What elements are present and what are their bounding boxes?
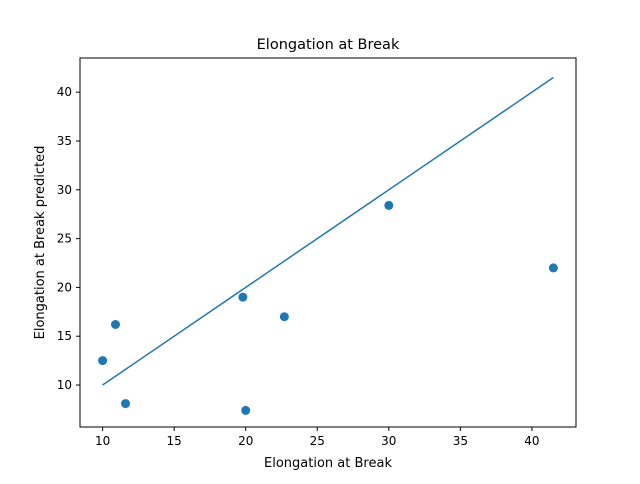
y-tick-label: 10: [57, 378, 72, 392]
scatter-point-7: [384, 200, 394, 210]
y-tick-label: 35: [57, 134, 72, 148]
x-axis-label: Elongation at Break: [264, 456, 392, 471]
y-axis-label: Elongation at Break predicted: [33, 146, 48, 340]
chart-title: Elongation at Break: [257, 37, 400, 53]
x-axis-ticks: 10 15 20 25 30 35 40: [95, 427, 540, 448]
x-tick-label: 15: [167, 434, 182, 448]
x-tick-label: 30: [381, 434, 396, 448]
y-tick-label: 30: [57, 183, 72, 197]
scatter-point-1: [98, 356, 108, 366]
y-axis-ticks: 10 15 20 25 30 35 40: [57, 85, 80, 392]
scatter-point-2: [110, 320, 120, 329]
x-tick-label: 35: [453, 434, 468, 448]
axes-frame: [79, 57, 577, 428]
scatter-point-4: [238, 292, 248, 302]
scatter-point-5: [241, 405, 251, 415]
fit-line: [102, 76, 554, 386]
y-tick-label: 20: [57, 280, 72, 294]
x-tick-label: 25: [310, 434, 325, 448]
y-tick-label: 40: [57, 85, 72, 99]
x-tick-label: 40: [524, 434, 539, 448]
y-tick-label: 15: [57, 329, 72, 343]
scatter-point-8: [548, 263, 558, 273]
scatter-point-6: [279, 312, 289, 322]
y-tick-label: 25: [57, 232, 72, 246]
x-tick-label: 20: [238, 434, 253, 448]
plot-marks: [98, 76, 558, 415]
scatter-point-3: [121, 399, 131, 409]
x-tick-label: 10: [95, 434, 110, 448]
